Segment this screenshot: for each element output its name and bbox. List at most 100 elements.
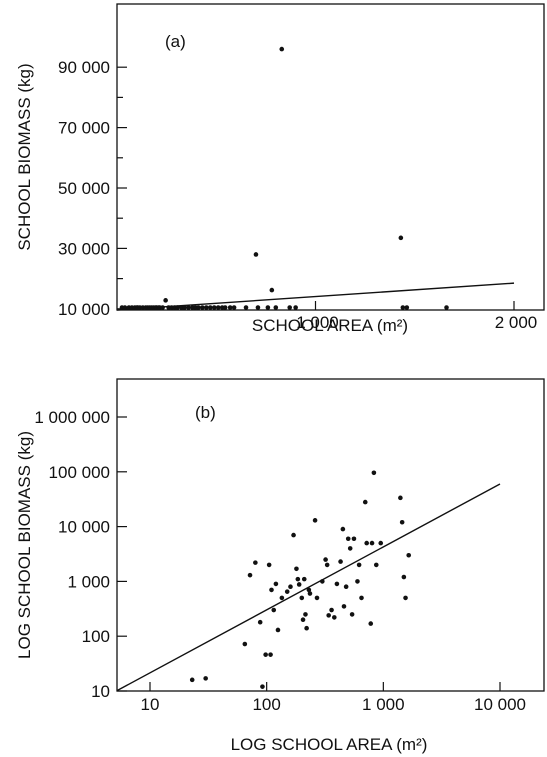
panel-b-data-point [343,584,349,590]
panel-a-scatter-plot: 10 000 30 000 50 000 70 000 90 000 1 000 2 00… [15,3,545,335]
panel-b-data-point [340,526,346,532]
panel-b-data-point [294,566,299,572]
panel-b-data-point [341,604,347,609]
panel-a-data-point [186,305,191,310]
panel-b-data-point [288,584,293,590]
panel-b-data-point [398,495,403,501]
panel-a-data-point [293,305,298,310]
panel-b-data-point [304,625,309,631]
panel-b-y-tick-label: 100 000 [49,463,110,482]
panel-a-data-point [215,305,221,310]
panel-b-data-point [378,540,384,546]
panel-b-data-point [295,576,301,582]
panel-b-data-point [326,613,331,618]
panel-b-data-point [253,560,258,565]
panel-b-points [189,470,412,689]
panel-b-data-point [189,677,195,683]
panel-b-data-point [355,579,360,584]
panel-a-data-point [279,46,285,52]
panel-a-label: (a) [165,32,186,51]
panel-b-y-tick-label: 1 000 [67,572,110,591]
panel-b-data-point [268,652,273,657]
panel-b-x-tick-label: 10 000 [474,695,526,714]
panel-a-fit-line-group [116,282,515,311]
panel-b-data-point [273,581,279,587]
panel-b-data-point [356,562,362,568]
panel-a-y-tick-label: 10 000 [58,300,110,319]
panel-b-x-ticks: 10 100 1 000 10 000 [141,682,526,714]
panel-b-data-point [307,591,313,596]
panel-a-data-point [273,305,279,310]
panel-b-data-point [332,615,337,620]
panel-a-frame [116,3,545,311]
panel-a-y-tick-label: 70 000 [58,119,110,138]
panel-a-x-axis-title-text: SCHOOL AREA (m²) [252,316,408,335]
panel-b-data-point [299,595,305,601]
panel-b-data-point [347,546,353,551]
panel-b-x-tick-label: 100 [252,695,280,714]
panel-a-x-ticks: 1 000 2 000 [296,301,537,332]
panel-b-data-point [320,579,325,584]
panel-b-data-point [362,499,368,505]
panel-a-y-tick-label: 30 000 [58,239,110,258]
panel-a-points [119,46,449,310]
panel-a-data-point [398,235,404,241]
panel-a-data-point [163,298,168,303]
panel-a-data-point [207,305,213,310]
panel-b-data-point [334,581,340,587]
panel-a-data-point [269,287,275,293]
panel-a-data-point [444,305,449,310]
panel-b-data-point [247,572,253,578]
panel-b-data-point [306,587,312,593]
panel-b-data-point [300,617,306,623]
panel-b-y-tick-label: 10 000 [58,518,110,537]
panel-b-data-point [403,595,408,601]
panel-b-scatter-plot: 10 100 1 000 10 000 100 000 1 000 000 10 100 1 … [15,378,545,754]
panel-b-x-tick-label: 1 000 [362,695,405,714]
panel-b-fit-line-group [116,483,501,692]
panel-b-y-ticks: 10 100 1 000 10 000 100 000 1 000 000 [34,408,127,701]
panel-b-data-point [345,536,351,542]
panel-b-data-point [399,519,405,525]
panel-b-data-point [324,562,330,568]
panel-a-data-point [255,305,261,310]
panel-a-x-axis-title: SCHOOL AREA (m²) [252,316,408,335]
panel-a-data-point [243,305,249,310]
panel-b-data-point [269,587,274,593]
panel-b-data-point [303,612,308,617]
panel-a-data-point [222,305,228,310]
panel-b-data-point [296,582,302,587]
panel-b-y-tick-label: 10 [91,682,110,701]
panel-b-x-axis-title: LOG SCHOOL AREA (m²) [231,735,428,754]
panel-b-data-point [260,684,265,689]
panel-b-data-point [263,652,268,657]
panel-a-data-point [175,305,180,310]
panel-b-data-point [338,559,343,564]
panel-b-data-point [364,540,369,546]
panel-b-data-point [312,518,318,523]
panel-b-data-point [349,612,355,617]
panel-a-data-point [404,305,410,310]
panel-a-y-tick-label: 50 000 [58,179,110,198]
panel-b-data-point [406,552,412,558]
panel-a-y-tick-label: 90 000 [58,58,110,77]
panel-a-data-point [265,305,271,310]
panel-b-data-point [291,532,296,538]
panel-a-data-point [196,305,201,310]
panel-b-data-point [203,676,208,681]
panel-a-data-point [204,305,209,310]
panel-b-data-point [329,607,334,613]
panel-a-data-point [253,252,259,257]
panel-b-data-point [275,627,281,633]
panel-b-data-point [368,621,374,626]
panel-b-data-point [271,607,277,613]
panel-b-data-point [284,589,290,594]
panel-a-data-point [211,305,217,310]
panel-a-data-point [160,305,165,310]
panel-a-x-tick-label: 2 000 [495,313,538,332]
panel-b-frame [116,378,545,692]
panel-b-data-point [266,562,272,568]
panel-b-y-tick-label: 1 000 000 [34,408,110,427]
panel-b-data-point [371,470,377,476]
